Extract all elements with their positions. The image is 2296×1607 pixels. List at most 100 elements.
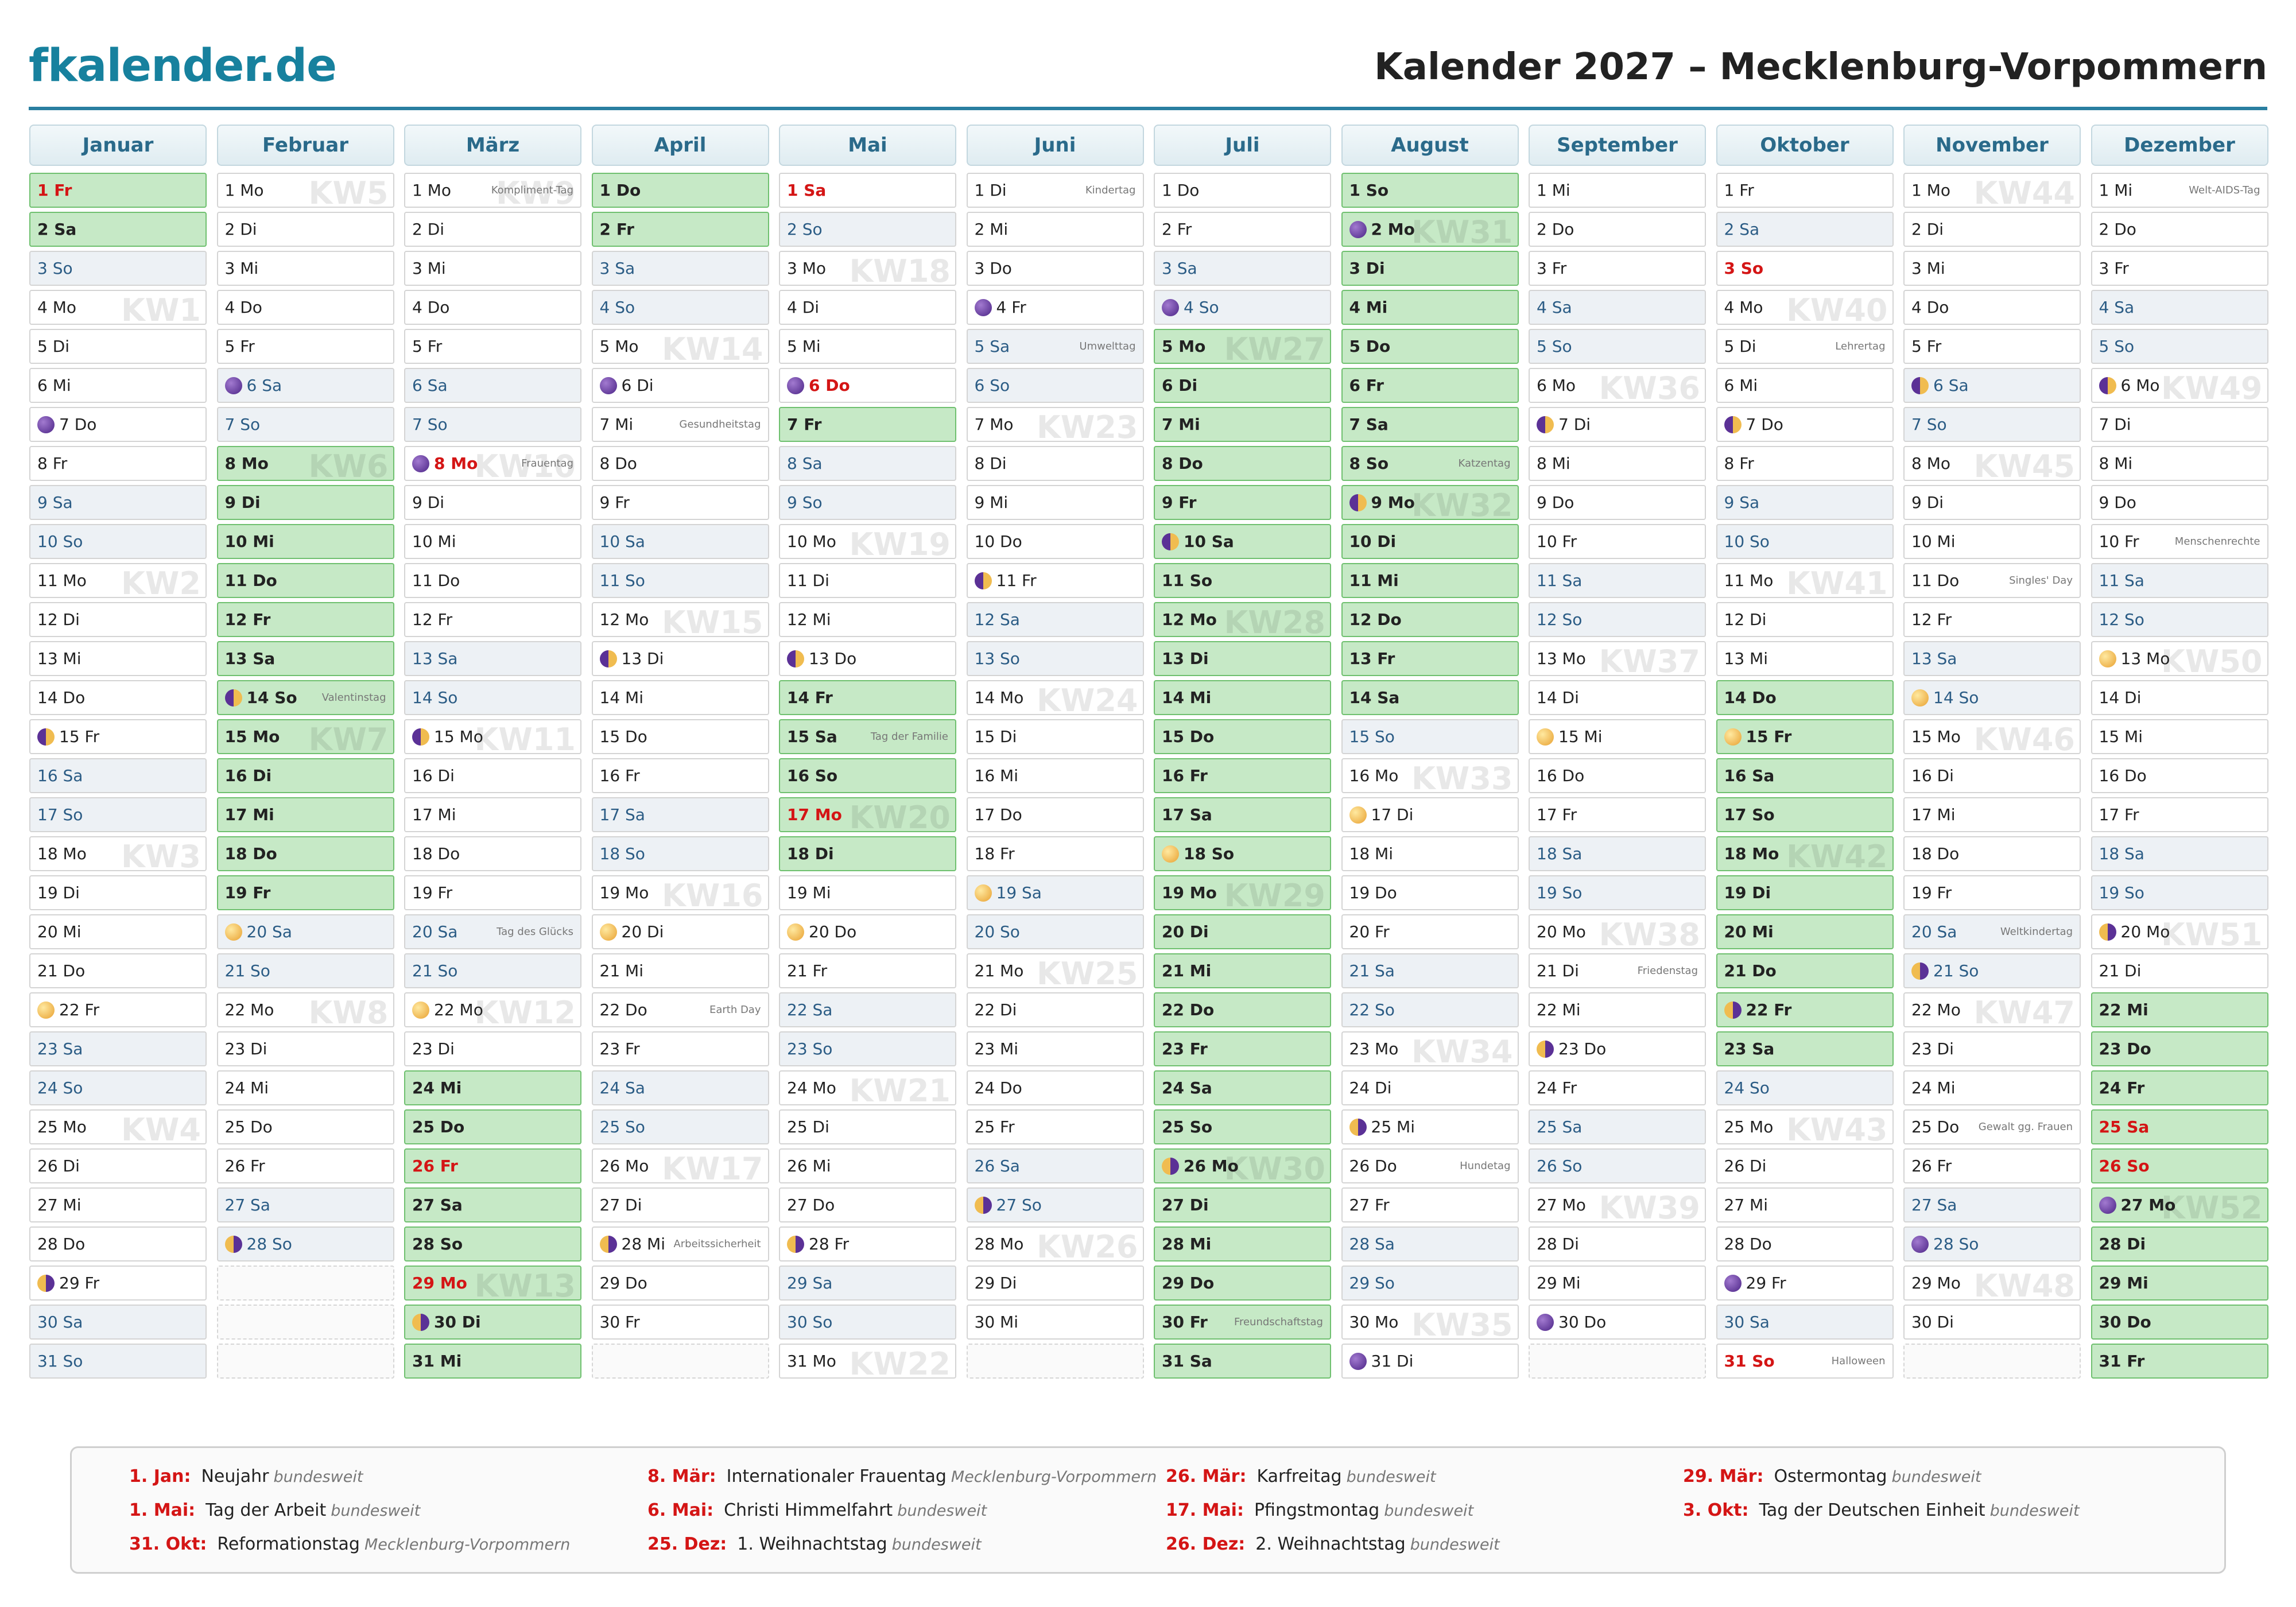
day-label: 24 Fr <box>1537 1078 1577 1097</box>
day-cell: KW9 1 Mo Kompliment-Tag <box>404 173 581 208</box>
moon-icon <box>1162 845 1179 863</box>
day-note: Lehrertag <box>1835 340 1886 352</box>
holiday-entry: 26. Mär: Karfreitag bundesweit <box>1166 1466 1436 1486</box>
day-label: 18 So <box>1184 844 1235 863</box>
month-header: November <box>1903 125 2081 166</box>
day-cell: 29 Mi <box>2091 1266 2268 1301</box>
month-header: Juni <box>966 125 1144 166</box>
day-cell: 13 Sa <box>1903 641 2081 676</box>
day-cell: 6 So <box>966 368 1144 403</box>
day-label: 11 Fr <box>996 571 1037 590</box>
day-cell: 23 Fr <box>591 1031 769 1066</box>
day-label: 27 Mo <box>1537 1195 1586 1214</box>
day-label: 17 Di <box>1371 805 1414 824</box>
day-cell: 27 Sa <box>216 1187 394 1222</box>
day-label: 15 Mo <box>224 727 280 746</box>
day-cell: 8 Mi <box>2091 446 2268 481</box>
day-cell: KW30 26 Mo <box>1154 1148 1331 1183</box>
day-cell: 30 Do <box>2091 1305 2268 1340</box>
day-label: 13 Mo <box>1537 649 1586 668</box>
week-number: KW29 <box>1224 878 1325 910</box>
day-label: 3 Di <box>1349 259 1385 278</box>
day-label: 7 Do <box>1746 415 1783 434</box>
holiday-name: Tag der Deutschen Einheit <box>1759 1500 1985 1520</box>
day-cell: 8 Fr <box>1716 446 1894 481</box>
day-cell: 19 So <box>2091 875 2268 910</box>
day-cell: 3 Di <box>1341 251 1519 286</box>
day-cell: 16 Mi <box>966 758 1144 793</box>
day-label: 4 So <box>1184 298 1219 317</box>
day-cell: 30 Mi <box>966 1305 1144 1340</box>
week-number: KW50 <box>2161 643 2263 676</box>
day-label: 5 Do <box>1349 337 1391 356</box>
day-cell: 28 Di <box>1529 1226 1706 1261</box>
day-cell: 23 Sa <box>29 1031 207 1066</box>
week-number: KW19 <box>849 526 951 559</box>
day-cell: 16 Do <box>2091 758 2268 793</box>
day-label: 19 Fr <box>412 883 453 902</box>
day-label: 12 Do <box>1349 610 1402 629</box>
holiday-entry: 17. Mai: Pfingstmontag bundesweit <box>1166 1500 1473 1520</box>
day-cell: 10 Fr <box>1529 524 1706 559</box>
empty-cell <box>216 1344 394 1379</box>
day-cell: KW25 21 Mo <box>966 953 1144 988</box>
day-label: 2 Mi <box>974 220 1009 239</box>
day-label: 30 Di <box>434 1313 481 1332</box>
day-cell: 21 So <box>216 953 394 988</box>
day-cell: 20 Mi <box>1716 914 1894 949</box>
day-label: 11 So <box>599 571 645 590</box>
day-label: 28 So <box>1933 1235 1979 1253</box>
holiday-entry: 3. Okt: Tag der Deutschen Einheit bundeswe… <box>1683 1500 2080 1520</box>
day-label: 29 Sa <box>787 1274 833 1292</box>
day-label: 29 Fr <box>1746 1274 1786 1292</box>
day-label: 24 So <box>37 1078 83 1097</box>
header-rule <box>29 107 2267 110</box>
day-cell: KW33 16 Mo <box>1341 758 1519 793</box>
day-cell: KW15 12 Mo <box>591 602 769 637</box>
day-label: 25 Fr <box>974 1117 1015 1136</box>
day-cell: KW13 29 Mo <box>404 1266 581 1301</box>
day-cell: 26 Fr <box>216 1148 394 1183</box>
day-label: 20 So <box>974 922 1020 941</box>
day-cell: 16 Fr <box>1154 758 1331 793</box>
day-label: 19 Do <box>1349 883 1397 902</box>
moon-icon <box>412 1313 429 1331</box>
day-label: 1 Di <box>974 181 1007 200</box>
day-cell: KW31 2 Mo <box>1341 212 1519 247</box>
day-label: 23 Mo <box>1349 1039 1399 1058</box>
day-label: 28 So <box>246 1235 292 1253</box>
day-cell: KW17 26 Mo <box>591 1148 769 1183</box>
day-label: 17 Mi <box>412 805 456 824</box>
day-cell: 23 Do <box>1529 1031 1706 1066</box>
holiday-name: Pfingstmontag <box>1254 1500 1380 1520</box>
day-label: 26 Fr <box>224 1156 265 1175</box>
day-label: 21 Do <box>1724 961 1777 980</box>
day-label: 12 Di <box>37 610 80 629</box>
holiday-entry: 29. Mär: Ostermontag bundesweit <box>1683 1466 1981 1486</box>
moon-icon <box>224 923 242 941</box>
day-cell: 21 Fr <box>779 953 956 988</box>
day-label: 17 Sa <box>599 805 645 824</box>
day-label: 15 Mo <box>434 727 483 746</box>
page-title: Kalender 2027 – Mecklenburg-Vorpommern <box>1374 46 2267 88</box>
day-cell: 28 Di <box>2091 1226 2268 1261</box>
moon-icon <box>2099 650 2116 667</box>
moon-icon <box>974 1196 992 1214</box>
day-cell: 30 Di <box>404 1305 581 1340</box>
day-cell: 8 Fr <box>29 446 207 481</box>
moon-icon <box>1911 376 1929 394</box>
day-label: 11 Sa <box>2099 571 2144 590</box>
day-label: 1 So <box>1349 181 1389 200</box>
day-cell: 30 Fr Freundschaftstag <box>1154 1305 1331 1340</box>
week-number: KW28 <box>1224 604 1325 637</box>
day-cell: 28 Sa <box>1341 1226 1519 1261</box>
day-cell: 21 So <box>1903 953 2081 988</box>
day-label: 28 Mi <box>621 1235 665 1253</box>
day-cell: 14 Do <box>29 680 207 715</box>
empty-cell <box>216 1266 394 1301</box>
day-label: 3 Fr <box>2099 259 2129 278</box>
day-label: 10 Mi <box>224 532 274 551</box>
day-label: 18 Mo <box>37 844 87 863</box>
day-label: 27 Di <box>1162 1195 1209 1214</box>
day-cell: 3 Fr <box>1529 251 1706 286</box>
